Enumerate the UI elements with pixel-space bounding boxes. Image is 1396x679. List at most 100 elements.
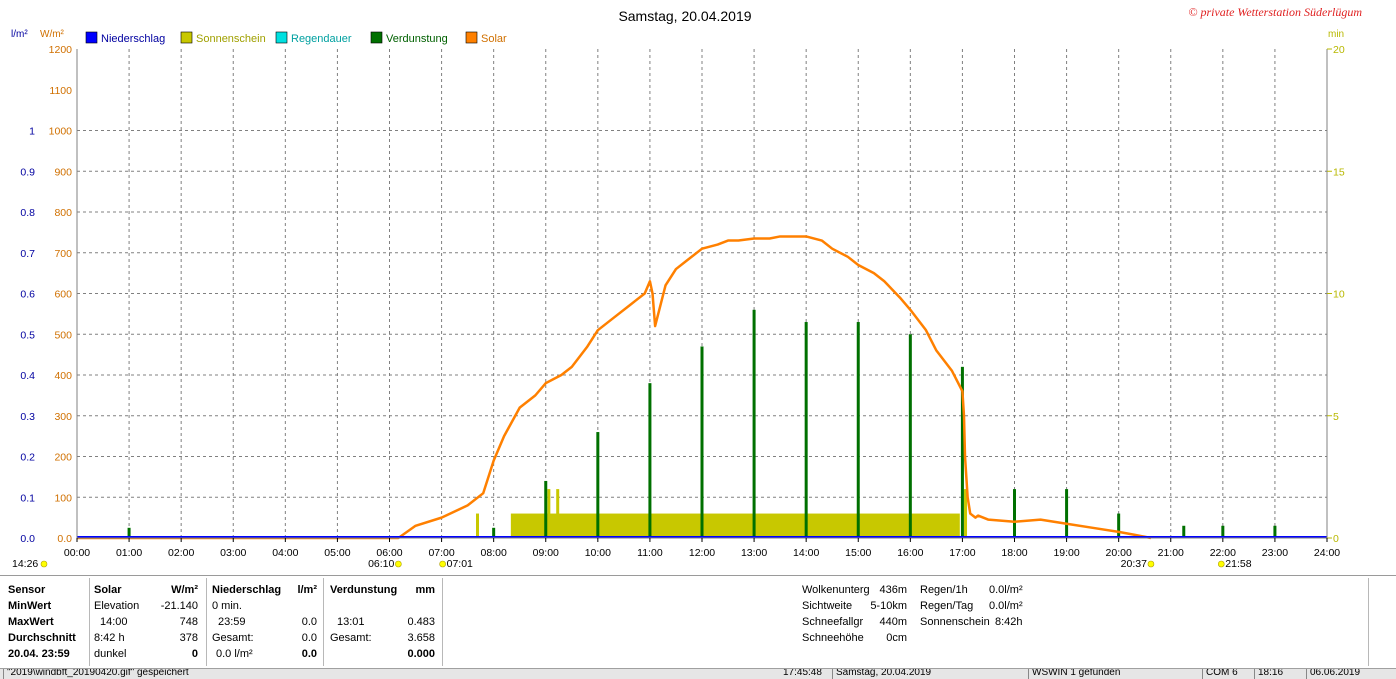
verd-now-value: 0.000: [407, 648, 435, 660]
axis-left-tick: 1: [29, 126, 35, 138]
verdunstung-bar: [1065, 489, 1069, 538]
axis-x-tick: 00:00: [64, 547, 90, 559]
axis-left-tick: 0.4: [20, 370, 35, 382]
legend-swatch-regendauer: [275, 31, 288, 44]
legend-label-niederschlag: Niederschlag: [101, 33, 165, 45]
verdunstung-bar: [1182, 525, 1186, 538]
axis-x-tick: 01:00: [116, 547, 142, 559]
legend-label-sonnenschein: Sonnenschein: [196, 33, 266, 45]
verd-total-value: 3.658: [407, 632, 435, 644]
info-regentag-value: 0.0l/m²: [989, 600, 1023, 612]
info-schneefallgrenze-value: 440m: [879, 616, 907, 628]
axis-x: 00:00 01:00 02:00 03:00 04:00 05:00 06:00 07:00…: [64, 538, 1340, 559]
legend-swatch-niederschlag: [85, 31, 98, 44]
time-marker-label: 20:37: [1121, 558, 1147, 570]
axis-left-tick: 0.0: [20, 533, 35, 545]
solar-avg-label: 8:42 h: [94, 632, 125, 644]
verdunstung-bar: [700, 346, 704, 538]
axis-mid-tick: 500: [54, 329, 72, 341]
verdunstung-bar: [1117, 513, 1121, 538]
axis-x-tick: 13:00: [741, 547, 767, 559]
nied-now-label: 0.0 l/m²: [216, 648, 253, 660]
legend-label-solar: Solar: [481, 33, 507, 45]
axis-x-tick: 06:00: [376, 547, 402, 559]
axis-mid-tick: 300: [54, 411, 72, 423]
axis-x-tick: 21:00: [1158, 547, 1184, 559]
axis-mid: 0.0 100 200 300 400 500 600 700 800 900 1000 1100 12…: [49, 44, 73, 545]
status-bar: "2019\windbft_20190420.gif" gespeichert …: [0, 668, 1396, 679]
sun-marker-icon: [1147, 560, 1155, 568]
axis-mid-unit: W/m²: [40, 29, 65, 40]
axis-x-tick: 11:00: [637, 547, 663, 559]
panel-divider: [442, 578, 443, 666]
axis-left-tick: 0.8: [20, 207, 35, 219]
axis-left-tick: 0.1: [20, 492, 35, 504]
axis-x-tick: 03:00: [220, 547, 246, 559]
axis-x-tick: 17:00: [949, 547, 975, 559]
axis-left-unit: l/m²: [11, 29, 28, 40]
legend: Niederschlag Sonnenschein Regendauer Ver…: [85, 31, 507, 45]
status-date: Samstag, 20.04.2019: [832, 669, 1026, 679]
axis-mid-tick: 600: [54, 289, 72, 301]
axis-mid-tick: 400: [54, 370, 72, 382]
axis-mid-tick: 1100: [49, 85, 72, 97]
verdunstung-bar: [856, 322, 860, 538]
info-schneehoehe-value: 0cm: [886, 632, 907, 644]
axis-mid-tick: 800: [54, 207, 72, 219]
time-markers: 14:26 06:10 07:01 20:37 21:58: [12, 558, 1252, 570]
info-sichtweite-value: 5-10km: [870, 600, 907, 612]
axis-mid-tick: 200: [54, 452, 72, 464]
axis-left-tick: 0.6: [20, 289, 35, 301]
axis-x-tick: 16:00: [897, 547, 923, 559]
solar-min-label: Elevation: [94, 600, 140, 612]
info-sichtweite-label: Sichtweite: [802, 600, 853, 612]
verdunstung-bar: [804, 322, 808, 538]
axis-x-tick: 19:00: [1053, 547, 1079, 559]
row-head-sensor: Sensor: [8, 584, 46, 596]
verd-head: Verdunstung: [330, 584, 398, 596]
verdunstung-bar: [1273, 525, 1277, 538]
weather-chart: 0.00.10.20.30.40.50.60.70.80.91 0.010020…: [11, 5, 1362, 570]
nied-min-label: 0 min.: [212, 600, 242, 612]
info-sonnenschein-value: 8:42h: [995, 616, 1023, 628]
axis-right-tick: 15: [1333, 166, 1345, 178]
status-today: 06.06.2019: [1306, 669, 1396, 679]
panel-divider: [1368, 578, 1369, 666]
info-regen1h-value: 0.0l/m²: [989, 584, 1023, 596]
solar-now-value: 0: [191, 648, 198, 660]
status-port: COM 6: [1202, 669, 1254, 679]
time-marker-label: 14:26: [12, 558, 38, 570]
status-time: 17:45:48: [783, 668, 822, 678]
axis-x-tick: 05:00: [324, 547, 350, 559]
axis-mid-tick: 1200: [49, 44, 73, 56]
status-clock: 18:16: [1254, 669, 1306, 679]
nied-max-value: 0.0: [301, 616, 317, 628]
axis-left-tick: 0.5: [20, 329, 35, 341]
info-sonnenschein-label: Sonnenschein: [920, 616, 990, 628]
axis-left-tick: 0.7: [20, 248, 35, 260]
verdunstung-bar: [492, 527, 496, 538]
axis-mid-tick: 0.0: [57, 533, 72, 545]
time-marker-label: 07:01: [447, 558, 473, 570]
solar-min-value: -21.140: [160, 600, 198, 612]
sun-marker-icon: [439, 560, 446, 568]
verdunstung-bar: [1013, 489, 1016, 538]
axis-right-tick: 20: [1333, 44, 1345, 56]
axis-x-tick: 24:00: [1314, 547, 1340, 559]
legend-swatch-solar: [465, 31, 478, 44]
panel-divider: [89, 578, 90, 666]
axis-x-tick: 09:00: [533, 547, 559, 559]
info-regen1h-label: Regen/1h: [920, 584, 968, 596]
legend-swatch-verdunstung: [370, 31, 383, 44]
axis-x-tick: 18:00: [1001, 547, 1027, 559]
row-head-date: 20.04. 23:59: [8, 648, 70, 660]
axis-left-tick: 0.2: [20, 452, 35, 464]
row-head-min: MinWert: [8, 600, 52, 612]
time-marker-label: 06:10: [368, 558, 394, 570]
verdunstung-bar: [596, 432, 600, 538]
axis-x-tick: 22:00: [1210, 547, 1236, 559]
solar-max-value: 748: [179, 616, 198, 628]
verdunstung-bar: [1221, 525, 1225, 538]
solar-max-time: 14:00: [100, 616, 128, 628]
sonnenschein-bar: [556, 489, 560, 538]
